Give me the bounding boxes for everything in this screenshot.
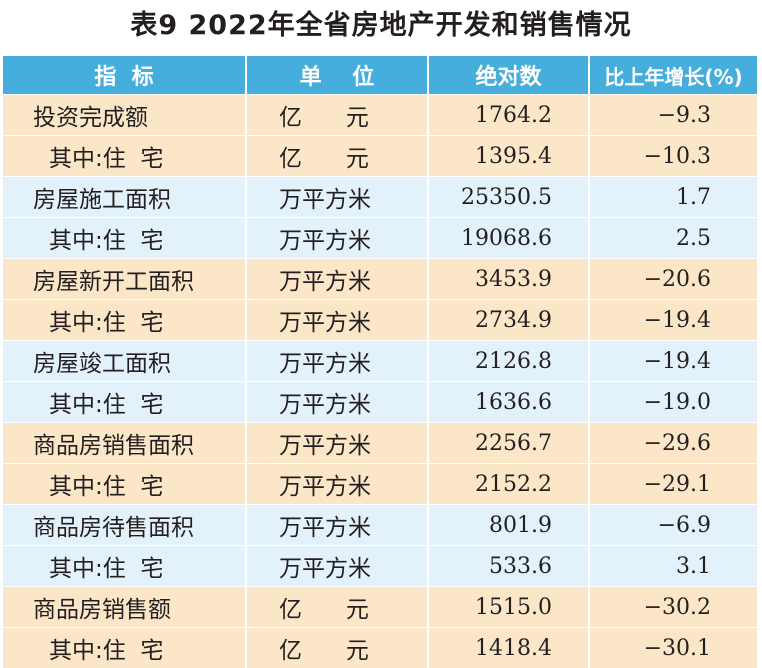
cell-value: 2734.9: [428, 300, 589, 341]
cell-value: 3453.9: [428, 259, 589, 300]
cell-indicator: 房屋新开工面积: [3, 259, 246, 300]
cell-unit: 万平方米: [246, 177, 428, 218]
cell-unit: 万平方米: [246, 423, 428, 464]
header-unit: 单 位: [246, 56, 428, 95]
cell-value: 533.6: [428, 546, 589, 587]
cell-value: 19068.6: [428, 218, 589, 259]
cell-growth: −19.4: [589, 300, 757, 341]
cell-growth: −29.1: [589, 464, 757, 505]
cell-growth: −9.3: [589, 95, 757, 136]
cell-value: 1515.0: [428, 587, 589, 628]
cell-indicator: 其中:住 宅: [3, 464, 246, 505]
cell-unit: 亿 元: [246, 95, 428, 136]
cell-indicator: 其中:住 宅: [3, 628, 246, 668]
header-indicator: 指 标: [3, 56, 246, 95]
cell-value: 801.9: [428, 505, 589, 546]
cell-unit: 万平方米: [246, 464, 428, 505]
cell-value: 1636.6: [428, 382, 589, 423]
cell-indicator: 其中:住 宅: [3, 300, 246, 341]
cell-unit: 万平方米: [246, 259, 428, 300]
cell-growth: 2.5: [589, 218, 757, 259]
cell-unit: 万平方米: [246, 300, 428, 341]
cell-value: 2152.2: [428, 464, 589, 505]
cell-indicator: 其中:住 宅: [3, 546, 246, 587]
cell-value: 25350.5: [428, 177, 589, 218]
cell-growth: 3.1: [589, 546, 757, 587]
cell-unit: 万平方米: [246, 505, 428, 546]
header-value: 绝对数: [428, 56, 589, 95]
cell-growth: −30.1: [589, 628, 757, 668]
cell-value: 1418.4: [428, 628, 589, 668]
header-growth: 比上年增长(%): [589, 56, 757, 95]
cell-indicator: 其中:住 宅: [3, 136, 246, 177]
cell-indicator: 其中:住 宅: [3, 382, 246, 423]
cell-indicator: 商品房待售面积: [3, 505, 246, 546]
cell-value: 2256.7: [428, 423, 589, 464]
cell-value: 2126.8: [428, 341, 589, 382]
cell-indicator: 投资完成额: [3, 95, 246, 136]
cell-indicator: 其中:住 宅: [3, 218, 246, 259]
cell-unit: 亿 元: [246, 136, 428, 177]
cell-unit: 亿 元: [246, 587, 428, 628]
cell-unit: 亿 元: [246, 628, 428, 668]
cell-unit: 万平方米: [246, 546, 428, 587]
cell-growth: 1.7: [589, 177, 757, 218]
cell-indicator: 房屋施工面积: [3, 177, 246, 218]
cell-unit: 万平方米: [246, 382, 428, 423]
cell-value: 1764.2: [428, 95, 589, 136]
cell-indicator: 房屋竣工面积: [3, 341, 246, 382]
cell-growth: −19.4: [589, 341, 757, 382]
cell-value: 1395.4: [428, 136, 589, 177]
cell-indicator: 商品房销售面积: [3, 423, 246, 464]
table-title: 表9 2022年全省房地产开发和销售情况: [0, 0, 762, 52]
cell-growth: −6.9: [589, 505, 757, 546]
cell-growth: −29.6: [589, 423, 757, 464]
cell-growth: −10.3: [589, 136, 757, 177]
cell-growth: −20.6: [589, 259, 757, 300]
cell-indicator: 商品房销售额: [3, 587, 246, 628]
cell-growth: −19.0: [589, 382, 757, 423]
table-header: 指 标 单 位 绝对数 比上年增长(%): [3, 56, 757, 95]
header-row: 指 标 单 位 绝对数 比上年增长(%): [3, 56, 757, 95]
cell-unit: 万平方米: [246, 218, 428, 259]
cell-unit: 万平方米: [246, 341, 428, 382]
cell-growth: −30.2: [589, 587, 757, 628]
